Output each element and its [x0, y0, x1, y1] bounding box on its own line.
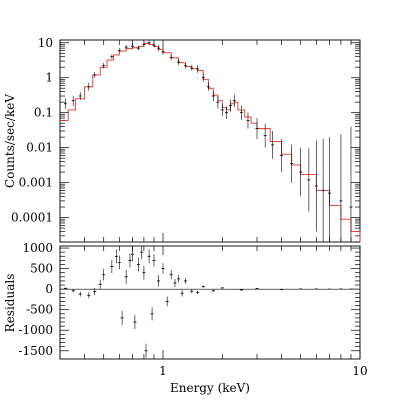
residuals-x-tick-labels: 1 10 — [159, 364, 367, 378]
spectrum-y-tick-labels: 10 1 0.1 0.01 0.001 0.0001 — [11, 36, 53, 225]
residuals-y-tick-label: -1000 — [18, 323, 53, 337]
spectrum-y-tick-label: 0.0001 — [11, 211, 53, 225]
residuals-y-tick-label: 0 — [45, 282, 53, 296]
spectrum-panel: 10 1 0.1 0.01 0.001 0.0001 Counts/sec/keV — [3, 36, 361, 243]
residual-points — [64, 246, 353, 358]
residuals-y-tick-label: -1500 — [18, 344, 53, 358]
spectrum-y-tick-label: 0.1 — [34, 106, 53, 120]
spectrum-y-tick-label: 0.01 — [26, 141, 53, 155]
residuals-frame — [59, 245, 361, 360]
residuals-y-tick-labels: 1000 500 0 -500 -1000 -1500 — [18, 241, 53, 358]
residuals-ticks — [59, 246, 361, 359]
residuals-y-axis-title: Residuals — [3, 274, 17, 333]
spectrum-y-axis-title: Counts/sec/keV — [3, 94, 17, 188]
spectrum-y-tick-label: 0.001 — [19, 176, 53, 190]
data-points — [64, 40, 353, 242]
model-curve — [60, 43, 361, 242]
residuals-y-tick-label: 1000 — [22, 241, 53, 255]
x-axis-title: Energy (keV) — [170, 381, 250, 395]
spectrum-ticks — [59, 40, 361, 243]
residuals-y-tick-label: -500 — [26, 303, 53, 317]
spectrum-y-tick-label: 1 — [45, 71, 53, 85]
model-line — [60, 43, 361, 242]
residuals-y-tick-label: 500 — [30, 262, 53, 276]
spectrum-frame — [59, 39, 361, 243]
x-tick-label: 1 — [159, 364, 167, 378]
x-tick-label: 10 — [352, 364, 367, 378]
spectrum-y-tick-label: 10 — [38, 36, 53, 50]
residuals-panel: 1000 500 0 -500 -1000 -1500 1 10 Residuals Ene… — [3, 241, 368, 395]
